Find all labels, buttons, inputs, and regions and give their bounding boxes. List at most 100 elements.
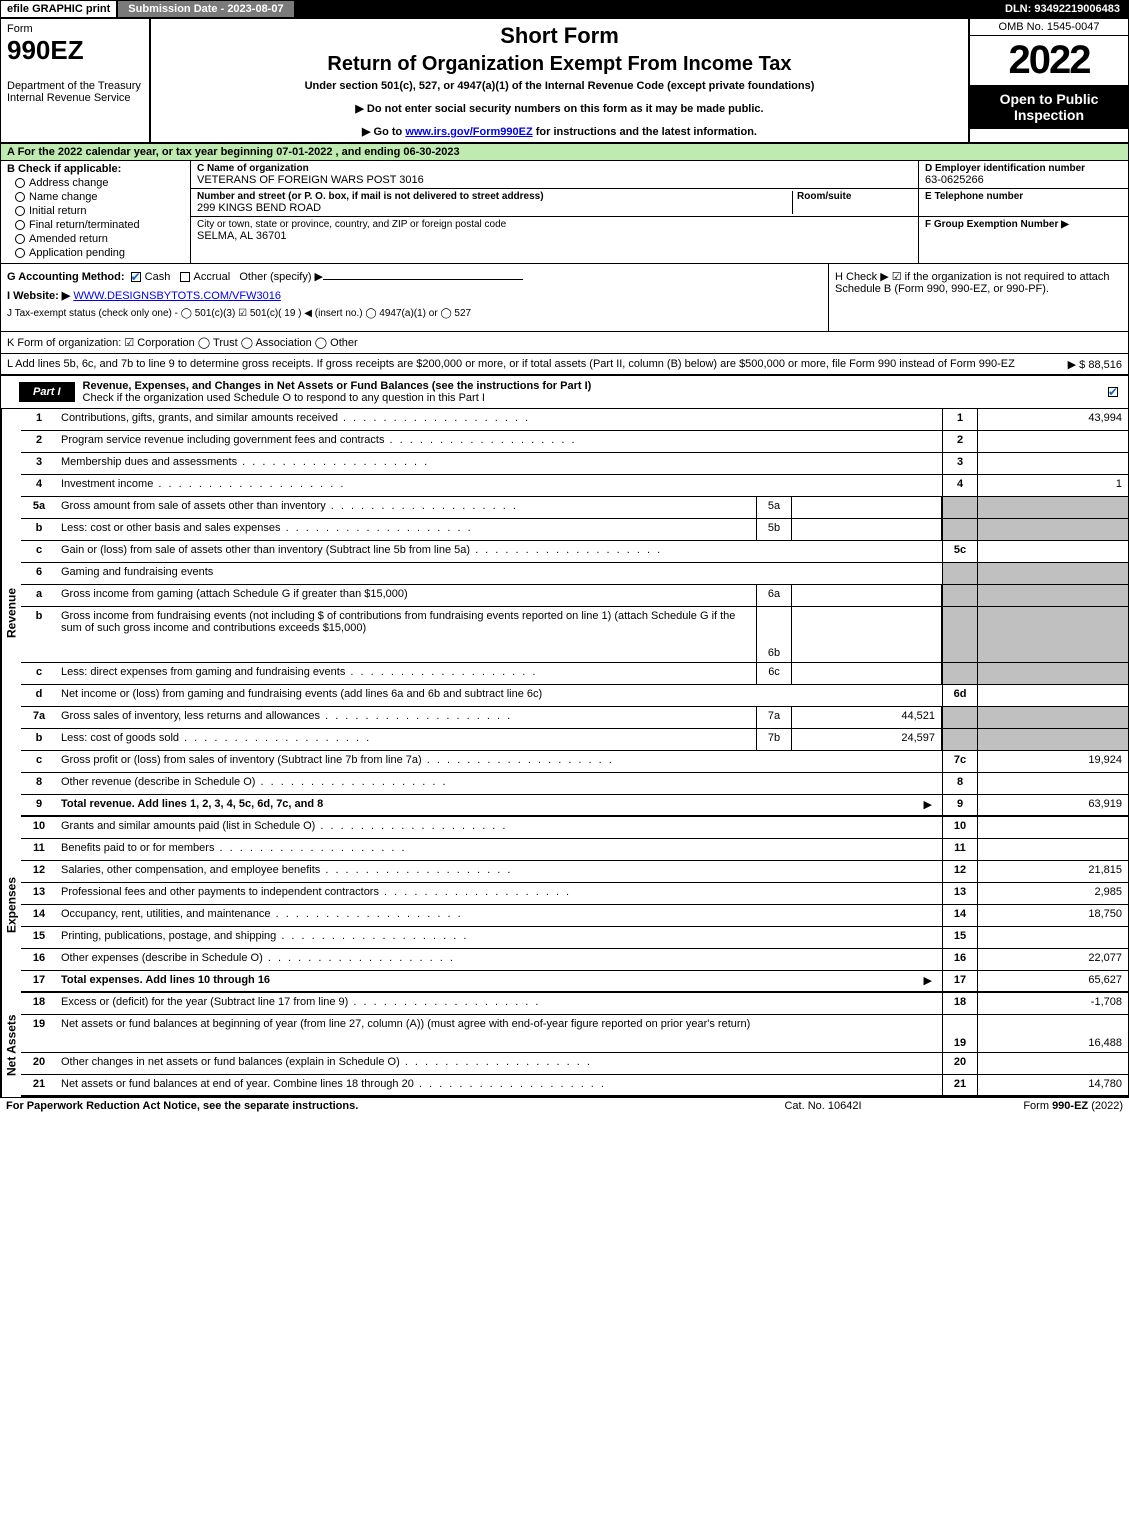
line-10: 10Grants and similar amounts paid (list … <box>21 817 1128 839</box>
net-assets-section: Net Assets 18Excess or (deficit) for the… <box>1 993 1128 1097</box>
submission-date: Submission Date - 2023-08-07 <box>116 1 295 17</box>
revenue-side-label: Revenue <box>1 409 21 817</box>
line-18: 18Excess or (deficit) for the year (Subt… <box>21 993 1128 1015</box>
open-inspection: Open to Public Inspection <box>970 85 1128 129</box>
l-text: L Add lines 5b, 6c, and 7b to line 9 to … <box>7 358 1015 370</box>
g-label: G Accounting Method: <box>7 271 125 283</box>
org-name: VETERANS OF FOREIGN WARS POST 3016 <box>197 174 912 186</box>
line-15: 15Printing, publications, postage, and s… <box>21 927 1128 949</box>
part-i-title-text: Revenue, Expenses, and Changes in Net As… <box>83 380 592 392</box>
revenue-section: Revenue 1Contributions, gifts, grants, a… <box>1 409 1128 817</box>
line-11: 11Benefits paid to or for members11 <box>21 839 1128 861</box>
g-other: Other (specify) ▶ <box>239 271 323 283</box>
ghi-left: G Accounting Method: Cash Accrual Other … <box>1 264 828 331</box>
line-5c: cGain or (loss) from sale of assets othe… <box>21 541 1128 563</box>
net-lines: 18Excess or (deficit) for the year (Subt… <box>21 993 1128 1097</box>
under-section: Under section 501(c), 527, or 4947(a)(1)… <box>157 80 962 92</box>
line-8: 8Other revenue (describe in Schedule O)8 <box>21 773 1128 795</box>
part-i-bar: Part I Revenue, Expenses, and Changes in… <box>1 376 1128 409</box>
line-6: 6Gaming and fundraising events <box>21 563 1128 585</box>
c-street: Number and street (or P. O. box, if mail… <box>191 189 918 217</box>
dept-label: Department of the Treasury Internal Reve… <box>7 80 143 104</box>
footer-right: Form 990-EZ (2022) <box>923 1100 1123 1112</box>
expenses-side-label: Expenses <box>1 817 21 993</box>
line-3: 3Membership dues and assessments3 <box>21 453 1128 475</box>
b-amended-return[interactable]: Amended return <box>15 233 184 245</box>
b-final-return[interactable]: Final return/terminated <box>15 219 184 231</box>
c-name-label: C Name of organization <box>197 163 912 174</box>
line-2: 2Program service revenue including gover… <box>21 431 1128 453</box>
row-a: A For the 2022 calendar year, or tax yea… <box>1 144 1128 161</box>
col-d-e-f: D Employer identification number 63-0625… <box>918 161 1128 263</box>
d-ein: D Employer identification number 63-0625… <box>919 161 1128 189</box>
page-footer: For Paperwork Reduction Act Notice, see … <box>0 1098 1129 1114</box>
g-other-input[interactable] <box>323 279 523 280</box>
g-line: G Accounting Method: Cash Accrual Other … <box>7 270 822 283</box>
header-right: OMB No. 1545-0047 2022 Open to Public In… <box>968 19 1128 142</box>
line-7c: cGross profit or (loss) from sales of in… <box>21 751 1128 773</box>
footer-center: Cat. No. 10642I <box>723 1100 923 1112</box>
return-title: Return of Organization Exempt From Incom… <box>157 53 962 76</box>
g-cash: Cash <box>145 271 171 283</box>
form-990ez: efile GRAPHIC print Submission Date - 20… <box>0 0 1129 1098</box>
e-telephone: E Telephone number <box>919 189 1128 217</box>
f-group: F Group Exemption Number ▶ <box>919 217 1128 232</box>
net-side-label: Net Assets <box>1 993 21 1097</box>
h-box: H Check ▶ ☑ if the organization is not r… <box>828 264 1128 331</box>
c-name: C Name of organization VETERANS OF FOREI… <box>191 161 918 189</box>
b-label: B Check if applicable: <box>7 163 121 175</box>
line-20: 20Other changes in net assets or fund ba… <box>21 1053 1128 1075</box>
line-21: 21Net assets or fund balances at end of … <box>21 1075 1128 1097</box>
line-6a: aGross income from gaming (attach Schedu… <box>21 585 1128 607</box>
row-k: K Form of organization: ☑ Corporation ◯ … <box>1 332 1128 354</box>
header-left: Form 990EZ Department of the Treasury In… <box>1 19 151 142</box>
section-b-to-f: B Check if applicable: Address change Na… <box>1 161 1128 264</box>
line-6d: dNet income or (loss) from gaming and fu… <box>21 685 1128 707</box>
city-value: SELMA, AL 36701 <box>197 230 912 242</box>
goto-pre: ▶ Go to <box>362 126 405 138</box>
row-l: L Add lines 5b, 6c, and 7b to line 9 to … <box>1 354 1128 376</box>
part-i-tab: Part I <box>19 382 75 402</box>
website-link[interactable]: WWW.DESIGNSBYTOTS.COM/VFW3016 <box>73 290 281 302</box>
line-13: 13Professional fees and other payments t… <box>21 883 1128 905</box>
l-amount: ▶ $ 88,516 <box>1068 358 1122 371</box>
form-word: Form <box>7 23 143 35</box>
ein-value: 63-0625266 <box>925 174 1122 186</box>
form-header: Form 990EZ Department of the Treasury In… <box>1 19 1128 144</box>
dln: DLN: 93492219006483 <box>997 1 1128 17</box>
part-i-check[interactable] <box>1108 386 1128 398</box>
city-label: City or town, state or province, country… <box>197 219 912 230</box>
l9-text: Total revenue. Add lines 1, 2, 3, 4, 5c,… <box>61 798 323 810</box>
header-center: Short Form Return of Organization Exempt… <box>151 19 968 142</box>
tel-value <box>925 202 1122 214</box>
line-12: 12Salaries, other compensation, and empl… <box>21 861 1128 883</box>
street-value: 299 KINGS BEND ROAD <box>197 202 792 214</box>
street-label: Number and street (or P. O. box, if mail… <box>197 191 792 202</box>
line-6b: bGross income from fundraising events (n… <box>21 607 1128 663</box>
b-name-change[interactable]: Name change <box>15 191 184 203</box>
line-7a: 7aGross sales of inventory, less returns… <box>21 707 1128 729</box>
line-4: 4Investment income41 <box>21 475 1128 497</box>
tax-year: 2022 <box>970 36 1128 85</box>
b-application-pending[interactable]: Application pending <box>15 247 184 259</box>
g-cash-check[interactable] <box>131 272 141 282</box>
b-address-change[interactable]: Address change <box>15 177 184 189</box>
line-1: 1Contributions, gifts, grants, and simil… <box>21 409 1128 431</box>
tel-label: E Telephone number <box>925 191 1122 202</box>
b-initial-return[interactable]: Initial return <box>15 205 184 217</box>
section-g-h-i-j: G Accounting Method: Cash Accrual Other … <box>1 264 1128 332</box>
line-16: 16Other expenses (describe in Schedule O… <box>21 949 1128 971</box>
do-not-enter: ▶ Do not enter social security numbers o… <box>157 102 962 115</box>
ein-label: D Employer identification number <box>925 163 1122 174</box>
irs-link[interactable]: www.irs.gov/Form990EZ <box>405 126 532 138</box>
expenses-lines: 10Grants and similar amounts paid (list … <box>21 817 1128 993</box>
line-6c: cLess: direct expenses from gaming and f… <box>21 663 1128 685</box>
group-label: F Group Exemption Number ▶ <box>925 219 1122 230</box>
part-i-title: Revenue, Expenses, and Changes in Net As… <box>75 376 1108 408</box>
form-number: 990EZ <box>7 35 143 66</box>
part-i-sub: Check if the organization used Schedule … <box>83 392 485 404</box>
j-line: J Tax-exempt status (check only one) - ◯… <box>7 308 822 319</box>
col-b: B Check if applicable: Address change Na… <box>1 161 191 263</box>
line-14: 14Occupancy, rent, utilities, and mainte… <box>21 905 1128 927</box>
g-accrual-check[interactable] <box>180 272 190 282</box>
